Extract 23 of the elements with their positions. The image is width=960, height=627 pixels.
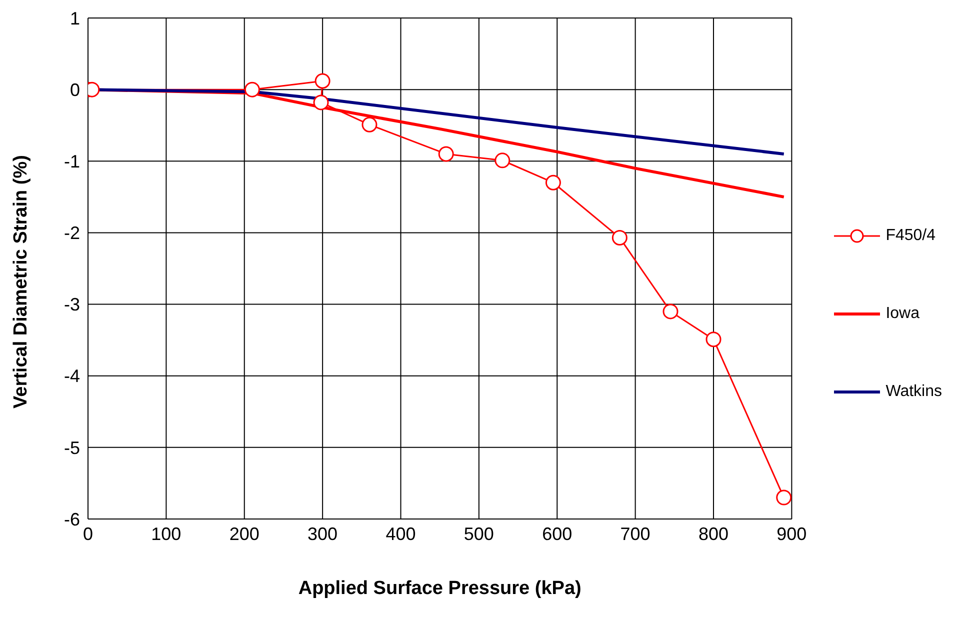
legend-label: Watkins — [886, 382, 942, 400]
y-tick-label: -3 — [64, 294, 80, 315]
x-tick-label: 400 — [386, 524, 416, 544]
legend-label: F450/4 — [886, 226, 936, 244]
x-tick-label: 800 — [698, 524, 729, 544]
x-tick-label: 0 — [82, 524, 94, 544]
x-axis-title: Applied Surface Pressure (kPa) — [298, 578, 582, 599]
x-tick-label: 300 — [308, 524, 338, 544]
x-tick-label: 900 — [776, 524, 807, 544]
y-tick-label: -4 — [64, 366, 80, 386]
x-tick-label: 500 — [464, 524, 494, 544]
y-tick-label: 0 — [70, 80, 80, 100]
x-tick-label: 600 — [542, 524, 572, 544]
y-tick-label: -1 — [64, 152, 80, 172]
x-tick-label: 700 — [620, 524, 650, 544]
y-tick-label: -6 — [64, 509, 80, 530]
y-tick-label: -5 — [64, 438, 80, 458]
y-axis-title: Vertical Diametric Strain (%) — [10, 155, 32, 408]
y-tick-label: 1 — [70, 8, 80, 28]
legend-label: Iowa — [886, 304, 920, 322]
y-tick-label: -2 — [64, 223, 80, 244]
x-tick-label: 200 — [229, 524, 260, 544]
x-tick-label: 100 — [151, 524, 182, 544]
